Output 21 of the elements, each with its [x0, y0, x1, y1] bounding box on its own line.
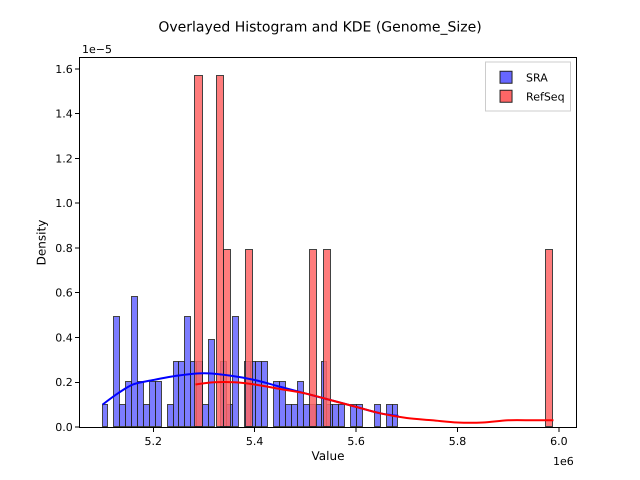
x-axis-title: Value [312, 449, 344, 464]
legend-label: RefSeq [526, 90, 565, 104]
chart-title: Overlayed Histogram and KDE (Genome_Size) [158, 19, 482, 36]
y-tick-label: 1.4 [55, 108, 73, 121]
x-tick-label: 5.4 [246, 435, 264, 448]
y-tick-label: 0.8 [55, 242, 73, 255]
x-tick-label: 5.6 [347, 435, 365, 448]
x-tick-label: 5.8 [448, 435, 466, 448]
y-tick-label: 0.2 [55, 376, 73, 390]
y-tick-label: 1.2 [55, 152, 73, 166]
legend-label: SRA [526, 71, 548, 84]
text: 1e−5 [82, 43, 112, 56]
y-tick-label: 0.0 [55, 420, 73, 434]
y-tick-label: 0.6 [55, 286, 73, 300]
y-tick-label: 0.4 [55, 331, 73, 344]
text: 1e6 [553, 455, 574, 468]
y-tick-label: 1.0 [55, 197, 73, 210]
x-tick-label: 6.0 [550, 435, 568, 448]
x-tick-label: 5.2 [144, 435, 162, 448]
y-tick-label: 1.6 [55, 62, 73, 76]
y-axis-title: Density [34, 220, 49, 266]
